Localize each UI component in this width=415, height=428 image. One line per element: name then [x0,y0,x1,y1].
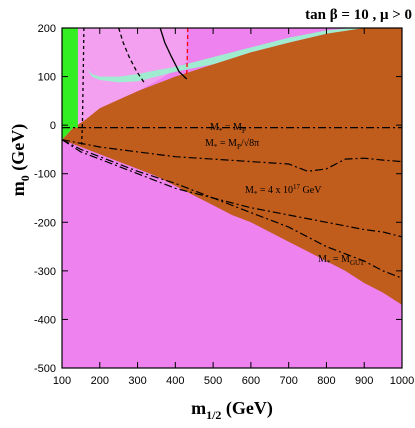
x-tick-label: 200 [91,375,109,387]
contour-b-s-gamma-a [118,28,146,85]
y-tick-label: -500 [34,363,56,375]
x-axis-label-sub: 1/2 [206,408,221,422]
region-cosmo-band [86,28,365,83]
plot-frame [61,27,403,369]
contour-chargino-limit [80,28,85,145]
x-tick-label: 600 [242,375,260,387]
y-axis-label-unit: (GeV) [8,124,29,175]
y-tick-label: 100 [38,72,56,84]
contour-higgs-limit [186,28,189,77]
x-axis-label-unit: (GeV) [221,398,272,419]
y-tick-label: -300 [34,266,56,278]
boundary-line-2 [62,139,402,172]
region-pink-left [62,28,187,140]
x-tick-label: 300 [128,375,146,387]
boundary-line-3 [62,139,402,238]
x-tick-label: 100 [53,375,71,387]
y-tick-label: 0 [50,120,56,132]
boundary-label-2: M* = MP/√8π [205,138,259,151]
y-tick-label: 200 [38,23,56,35]
contour-b-s-gamma-b [159,28,188,80]
chart-title: tan β = 10 , μ > 0 [305,7,412,23]
boundary-label-4: M* = MGUT [318,254,365,267]
boundary-label-3: M* = 4 x 1017 GeV [245,183,322,198]
y-tick-label: -400 [34,314,56,326]
y-axis-label-sub: 0 [18,175,32,181]
x-tick-label: 800 [317,375,335,387]
region-brown [62,28,402,305]
plot-area: M* = MP M* = MP/√8π M* = 4 x 1017 GeV M* = … [34,23,414,387]
plot-regions [62,28,402,368]
y-tick-label: -200 [34,217,56,229]
x-axis-label: m1/2 (GeV) [191,398,273,422]
x-tick-label: 1000 [390,375,414,387]
boundary-label-1: M* = MP [210,122,246,135]
x-tick-label: 900 [355,375,373,387]
x-tick-label: 500 [204,375,222,387]
x-tick-label: 700 [279,375,297,387]
y-axis-label: m0 (GeV) [8,124,32,196]
x-tick-label: 400 [166,375,184,387]
y-tick-label: -100 [34,169,56,181]
boundary-line-4 [62,139,402,279]
region-green [62,28,78,140]
